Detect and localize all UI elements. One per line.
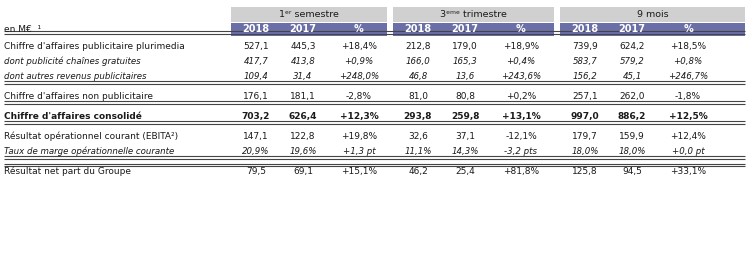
Text: 81,0: 81,0 bbox=[408, 92, 428, 101]
Text: +81,8%: +81,8% bbox=[503, 167, 539, 176]
Text: 80,8: 80,8 bbox=[455, 92, 475, 101]
Text: 156,2: 156,2 bbox=[573, 72, 597, 81]
Text: 20,9%: 20,9% bbox=[242, 147, 270, 156]
Text: 11,1%: 11,1% bbox=[404, 147, 432, 156]
Text: 583,7: 583,7 bbox=[573, 57, 597, 66]
Text: -3,2 pts: -3,2 pts bbox=[505, 147, 538, 156]
Bar bbox=[560, 23, 745, 36]
Text: +1,3 pt: +1,3 pt bbox=[343, 147, 375, 156]
Bar bbox=[231, 7, 387, 22]
Text: 18,0%: 18,0% bbox=[572, 147, 598, 156]
Text: %: % bbox=[516, 24, 526, 34]
Text: %: % bbox=[354, 24, 364, 34]
Text: 46,2: 46,2 bbox=[408, 167, 428, 176]
Text: +248,0%: +248,0% bbox=[339, 72, 379, 81]
Text: +18,5%: +18,5% bbox=[670, 42, 706, 51]
Text: 2018: 2018 bbox=[404, 24, 431, 34]
Text: 13,6: 13,6 bbox=[455, 72, 475, 81]
Text: 181,1: 181,1 bbox=[290, 92, 316, 101]
Text: 2018: 2018 bbox=[572, 24, 598, 34]
Text: 31,4: 31,4 bbox=[293, 72, 313, 81]
Text: +246,7%: +246,7% bbox=[668, 72, 708, 81]
Text: 2017: 2017 bbox=[452, 24, 478, 34]
Text: 259,8: 259,8 bbox=[451, 112, 479, 121]
Text: 527,1: 527,1 bbox=[243, 42, 268, 51]
Bar bbox=[560, 7, 745, 22]
Text: +0,0 pt: +0,0 pt bbox=[672, 147, 704, 156]
Text: 417,7: 417,7 bbox=[244, 57, 268, 66]
Text: 25,4: 25,4 bbox=[455, 167, 475, 176]
Text: +33,1%: +33,1% bbox=[670, 167, 706, 176]
Text: +12,4%: +12,4% bbox=[670, 132, 706, 141]
Text: 147,1: 147,1 bbox=[243, 132, 268, 141]
Text: 46,8: 46,8 bbox=[408, 72, 428, 81]
Bar bbox=[231, 23, 387, 36]
Text: 997,0: 997,0 bbox=[571, 112, 599, 121]
Text: 14,3%: 14,3% bbox=[452, 147, 478, 156]
Text: 413,8: 413,8 bbox=[291, 57, 315, 66]
Text: 703,2: 703,2 bbox=[242, 112, 270, 121]
Text: Chiffre d'affaires publicitaire plurimedia: Chiffre d'affaires publicitaire plurimed… bbox=[4, 42, 184, 51]
Text: 122,8: 122,8 bbox=[290, 132, 316, 141]
Text: 2017: 2017 bbox=[290, 24, 316, 34]
Text: 9 mois: 9 mois bbox=[637, 10, 668, 19]
Text: 159,9: 159,9 bbox=[620, 132, 645, 141]
Text: 94,5: 94,5 bbox=[622, 167, 642, 176]
Text: 166,0: 166,0 bbox=[406, 57, 430, 66]
Text: Chiffre d'affaires non publicitaire: Chiffre d'affaires non publicitaire bbox=[4, 92, 153, 101]
Text: +18,4%: +18,4% bbox=[341, 42, 377, 51]
Text: +19,8%: +19,8% bbox=[341, 132, 377, 141]
Text: 739,9: 739,9 bbox=[572, 42, 598, 51]
Text: 19,6%: 19,6% bbox=[290, 147, 316, 156]
Text: 18,0%: 18,0% bbox=[618, 147, 646, 156]
Bar bbox=[393, 23, 554, 36]
Text: 2017: 2017 bbox=[619, 24, 646, 34]
Text: -12,1%: -12,1% bbox=[506, 132, 537, 141]
Text: +13,1%: +13,1% bbox=[502, 112, 540, 121]
Text: 1ᵉʳ semestre: 1ᵉʳ semestre bbox=[279, 10, 339, 19]
Text: 32,6: 32,6 bbox=[408, 132, 428, 141]
Text: 179,7: 179,7 bbox=[572, 132, 598, 141]
Text: 69,1: 69,1 bbox=[293, 167, 313, 176]
Text: 125,8: 125,8 bbox=[572, 167, 598, 176]
Text: +0,8%: +0,8% bbox=[674, 57, 703, 66]
Text: 212,8: 212,8 bbox=[405, 42, 430, 51]
Text: 626,4: 626,4 bbox=[289, 112, 317, 121]
Text: +15,1%: +15,1% bbox=[341, 167, 377, 176]
Text: 176,1: 176,1 bbox=[243, 92, 268, 101]
Text: 624,2: 624,2 bbox=[620, 42, 645, 51]
Text: Résultat opérationnel courant (EBITA²): Résultat opérationnel courant (EBITA²) bbox=[4, 132, 178, 141]
Text: 445,3: 445,3 bbox=[290, 42, 316, 51]
Text: +12,3%: +12,3% bbox=[340, 112, 378, 121]
Text: Taux de marge opérationnelle courante: Taux de marge opérationnelle courante bbox=[4, 147, 174, 156]
Text: %: % bbox=[683, 24, 693, 34]
Text: +0,4%: +0,4% bbox=[506, 57, 536, 66]
Text: 109,4: 109,4 bbox=[244, 72, 268, 81]
Text: +243,6%: +243,6% bbox=[501, 72, 542, 81]
Text: 79,5: 79,5 bbox=[246, 167, 266, 176]
Text: -1,8%: -1,8% bbox=[675, 92, 701, 101]
Text: dont autres revenus publicitaires: dont autres revenus publicitaires bbox=[4, 72, 146, 81]
Bar bbox=[393, 7, 554, 22]
Text: 3ᵉᵐᵉ trimestre: 3ᵉᵐᵉ trimestre bbox=[440, 10, 507, 19]
Text: en M€  ¹: en M€ ¹ bbox=[4, 25, 41, 34]
Text: 262,0: 262,0 bbox=[620, 92, 645, 101]
Text: +12,5%: +12,5% bbox=[669, 112, 707, 121]
Text: 179,0: 179,0 bbox=[452, 42, 478, 51]
Text: +0,2%: +0,2% bbox=[506, 92, 536, 101]
Text: 45,1: 45,1 bbox=[622, 72, 641, 81]
Text: +18,9%: +18,9% bbox=[503, 42, 539, 51]
Text: 2018: 2018 bbox=[242, 24, 269, 34]
Text: dont publicité chaînes gratuites: dont publicité chaînes gratuites bbox=[4, 57, 141, 66]
Text: 293,8: 293,8 bbox=[404, 112, 432, 121]
Text: 257,1: 257,1 bbox=[572, 92, 598, 101]
Text: +0,9%: +0,9% bbox=[344, 57, 374, 66]
Text: 37,1: 37,1 bbox=[455, 132, 475, 141]
Text: 886,2: 886,2 bbox=[618, 112, 646, 121]
Text: 579,2: 579,2 bbox=[620, 57, 644, 66]
Text: 165,3: 165,3 bbox=[452, 57, 477, 66]
Text: Chiffre d'affaires consolidé: Chiffre d'affaires consolidé bbox=[4, 112, 142, 121]
Text: Résultat net part du Groupe: Résultat net part du Groupe bbox=[4, 167, 131, 176]
Text: -2,8%: -2,8% bbox=[346, 92, 372, 101]
